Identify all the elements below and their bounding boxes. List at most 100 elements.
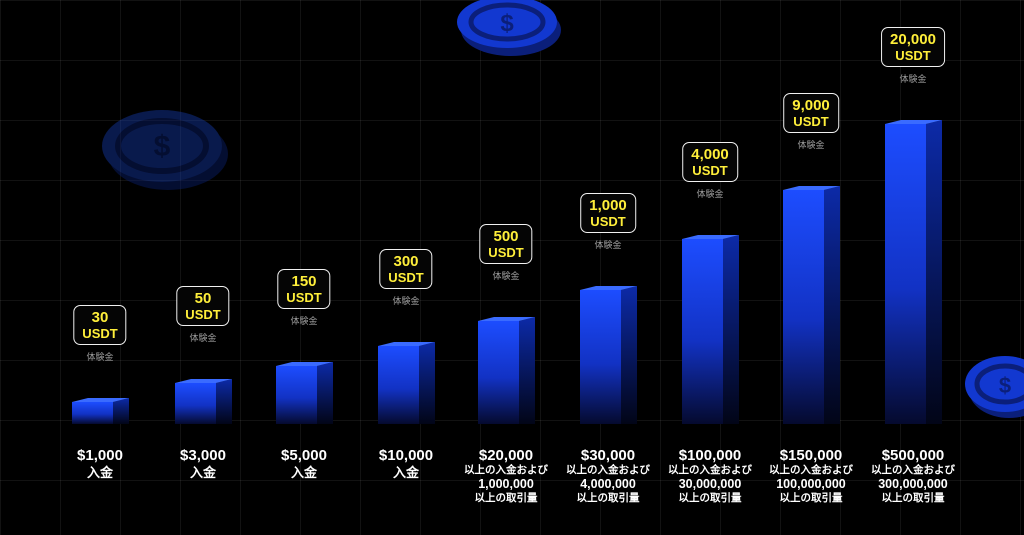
bar-side bbox=[723, 235, 739, 424]
reward-unit: USDT bbox=[286, 289, 322, 305]
tier-deposit: $1,000 bbox=[77, 447, 123, 464]
bar bbox=[276, 362, 333, 424]
reward-amount: 500 bbox=[493, 228, 519, 245]
bar-top bbox=[682, 235, 739, 239]
tier-deposit: $150,000 bbox=[779, 447, 843, 464]
svg-text:$: $ bbox=[500, 10, 514, 37]
bar-side bbox=[216, 379, 232, 424]
tier-volume: 4,000,000 bbox=[580, 477, 636, 491]
bar-front bbox=[175, 383, 216, 424]
tier-volume: 300,000,000 bbox=[878, 477, 948, 491]
reward-unit: USDT bbox=[82, 325, 118, 341]
coin-icon: $ bbox=[457, 0, 561, 56]
bar-side bbox=[519, 317, 535, 424]
tier-volume: 30,000,000 bbox=[678, 477, 742, 491]
reward-unit: USDT bbox=[692, 162, 728, 178]
reward-badge: 30 USDT bbox=[73, 305, 127, 345]
reward-badge: 20,000 USDT bbox=[881, 27, 945, 67]
tier-label: $100,000 以上の入金および 30,000,000 以上の取引量 bbox=[668, 447, 752, 505]
reward-amount: 30 bbox=[91, 309, 109, 326]
tier-label: $150,000 以上の入金および 100,000,000 以上の取引量 bbox=[769, 447, 853, 505]
bar-side bbox=[113, 398, 129, 424]
tier-volume: 100,000,000 bbox=[776, 477, 846, 491]
reward-unit: USDT bbox=[895, 47, 931, 63]
tier-volume-suffix: 以上の取引量 bbox=[881, 492, 945, 504]
bar-side bbox=[824, 186, 840, 424]
tier-volume-suffix: 以上の取引量 bbox=[678, 492, 742, 504]
reward-note: 体験金 bbox=[899, 74, 927, 84]
tier-deposit-suffix: 以上の入金および bbox=[769, 464, 853, 476]
tier-deposit: $10,000 bbox=[378, 447, 434, 464]
bar bbox=[478, 317, 535, 424]
tier-deposit: $100,000 bbox=[678, 447, 742, 464]
tier-deposit-suffix: 入金 bbox=[189, 465, 217, 480]
bar-front bbox=[783, 190, 824, 424]
bar-top bbox=[276, 362, 333, 366]
bar bbox=[378, 342, 435, 424]
tier-deposit: $20,000 bbox=[478, 447, 534, 464]
bar-front bbox=[478, 321, 519, 424]
reward-badge: 300 USDT bbox=[379, 249, 433, 289]
bar-top bbox=[885, 120, 942, 124]
reward-badge: 500 USDT bbox=[479, 224, 533, 264]
reward-note: 体験金 bbox=[290, 316, 318, 326]
bar bbox=[783, 186, 840, 424]
bar-front bbox=[378, 346, 419, 424]
reward-note: 体験金 bbox=[86, 352, 114, 362]
reward-badge: 4,000 USDT bbox=[682, 142, 738, 182]
tier-label: $5,000 入金 bbox=[281, 447, 327, 481]
tier-deposit-suffix: 入金 bbox=[86, 465, 114, 480]
bar-side bbox=[419, 342, 435, 424]
bar-front bbox=[885, 124, 926, 424]
tier-deposit-suffix: 以上の入金および bbox=[871, 464, 955, 476]
bar-top bbox=[175, 379, 232, 383]
tier-deposit: $3,000 bbox=[180, 447, 226, 464]
reward-unit: USDT bbox=[488, 244, 524, 260]
svg-text:$: $ bbox=[154, 130, 171, 163]
tier-deposit-suffix: 以上の入金および bbox=[668, 464, 752, 476]
bar-side bbox=[621, 286, 637, 424]
reward-note: 体験金 bbox=[189, 333, 217, 343]
reward-badge: 150 USDT bbox=[277, 269, 331, 309]
bar-top bbox=[72, 398, 129, 402]
reward-note: 体験金 bbox=[797, 140, 825, 150]
reward-amount: 1,000 bbox=[589, 197, 627, 214]
reward-amount: 20,000 bbox=[890, 31, 936, 48]
reward-unit: USDT bbox=[590, 213, 626, 229]
reward-note: 体験金 bbox=[392, 296, 420, 306]
bar-front bbox=[580, 290, 621, 424]
tier-label: $10,000 入金 bbox=[379, 447, 433, 481]
coin-icon: $ bbox=[965, 356, 1024, 418]
tier-deposit: $500,000 bbox=[881, 447, 945, 464]
tier-deposit-suffix: 入金 bbox=[392, 465, 420, 480]
tier-deposit-suffix: 以上の入金および bbox=[464, 464, 548, 476]
bar bbox=[885, 120, 942, 424]
tier-label: $1,000 入金 bbox=[77, 447, 123, 481]
reward-note: 体験金 bbox=[696, 189, 724, 199]
tier-deposit-suffix: 以上の入金および bbox=[566, 464, 650, 476]
reward-unit: USDT bbox=[388, 269, 424, 285]
bar-top bbox=[478, 317, 535, 321]
tier-deposit: $30,000 bbox=[580, 447, 636, 464]
reward-badge: 50 USDT bbox=[176, 286, 230, 326]
reward-note: 体験金 bbox=[492, 271, 520, 281]
bar bbox=[72, 398, 129, 424]
svg-text:$: $ bbox=[999, 373, 1011, 398]
bar-side bbox=[317, 362, 333, 424]
bar-front bbox=[72, 402, 113, 424]
reward-note: 体験金 bbox=[594, 240, 622, 250]
tier-volume-suffix: 以上の取引量 bbox=[576, 492, 640, 504]
reward-badge: 9,000 USDT bbox=[783, 93, 839, 133]
tier-label: $30,000 以上の入金および 4,000,000 以上の取引量 bbox=[566, 447, 650, 505]
tier-label: $20,000 以上の入金および 1,000,000 以上の取引量 bbox=[464, 447, 548, 505]
coin-icon: $ bbox=[102, 110, 228, 190]
tier-deposit-suffix: 入金 bbox=[290, 465, 318, 480]
bar bbox=[682, 235, 739, 424]
tier-label: $500,000 以上の入金および 300,000,000 以上の取引量 bbox=[871, 447, 955, 505]
bar bbox=[580, 286, 637, 424]
reward-amount: 150 bbox=[291, 273, 317, 290]
bar-top bbox=[783, 186, 840, 190]
bar-front bbox=[276, 366, 317, 424]
